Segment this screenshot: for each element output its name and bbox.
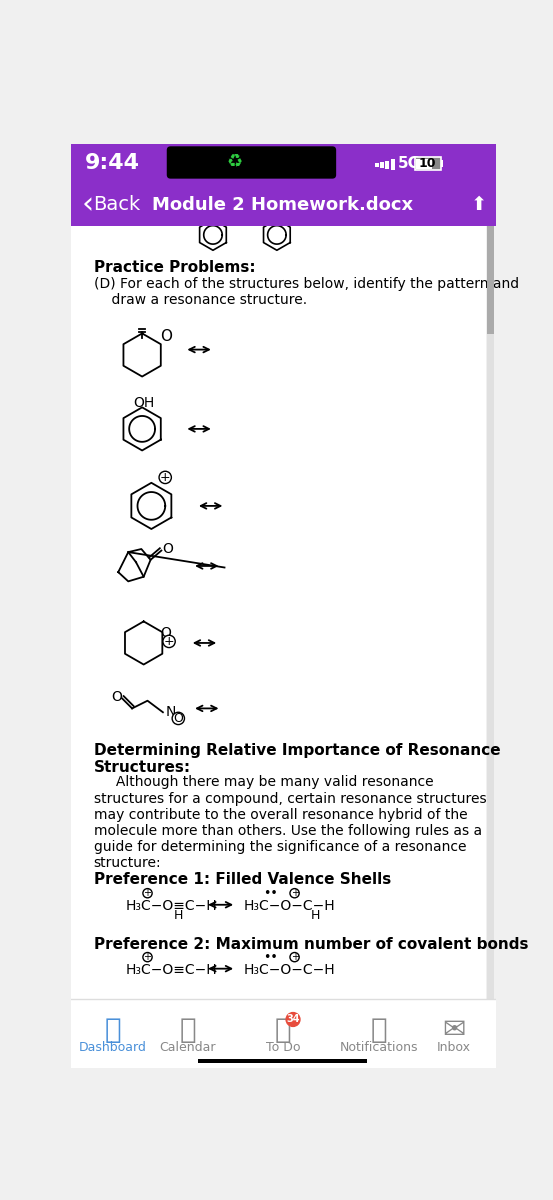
- Circle shape: [290, 888, 299, 898]
- Text: Notifications: Notifications: [339, 1042, 418, 1054]
- Bar: [416, 158, 432, 169]
- Text: Back: Back: [93, 196, 141, 215]
- Text: OH: OH: [133, 396, 154, 410]
- Text: +: +: [144, 952, 152, 962]
- Bar: [71, 144, 497, 182]
- Text: 10: 10: [419, 157, 436, 169]
- Text: ✉: ✉: [442, 1016, 466, 1044]
- Bar: [71, 227, 486, 998]
- Circle shape: [286, 1013, 300, 1026]
- Text: O: O: [162, 542, 173, 556]
- Text: Inbox: Inbox: [437, 1042, 471, 1054]
- Bar: [441, 160, 443, 167]
- Text: +: +: [144, 888, 152, 899]
- Bar: [375, 163, 378, 167]
- Circle shape: [172, 713, 185, 725]
- Text: N: N: [165, 706, 176, 719]
- Text: 🔔: 🔔: [370, 1016, 387, 1044]
- Text: 5G: 5G: [398, 156, 421, 170]
- Text: Determining Relative Importance of Resonance
Structures:: Determining Relative Importance of Reson…: [93, 743, 500, 775]
- Text: O: O: [174, 712, 183, 725]
- Text: ••: ••: [263, 887, 278, 900]
- Text: Although there may be many valid resonance
structures for a compound, certain re: Although there may be many valid resonan…: [93, 775, 486, 870]
- Text: 📋: 📋: [275, 1016, 291, 1044]
- Text: 34: 34: [286, 1014, 300, 1025]
- FancyBboxPatch shape: [167, 146, 336, 179]
- Text: ♻: ♻: [227, 155, 243, 173]
- Text: O: O: [160, 626, 171, 640]
- Circle shape: [290, 953, 299, 961]
- Text: Preference 2: Maximum number of covalent bonds: Preference 2: Maximum number of covalent…: [93, 937, 528, 952]
- Bar: [71, 998, 497, 1068]
- Bar: [487, 227, 494, 334]
- Text: (D) For each of the structures below, identify the pattern and
    draw a resona: (D) For each of the structures below, id…: [93, 277, 519, 307]
- Bar: [71, 182, 497, 227]
- Text: H₃C−O−C−H: H₃C−O−C−H: [244, 899, 335, 912]
- Text: H: H: [311, 910, 320, 923]
- Text: ••: ••: [263, 950, 278, 964]
- Bar: [197, 1058, 367, 1063]
- Text: Module 2 Homework.docx: Module 2 Homework.docx: [153, 196, 414, 214]
- Text: H: H: [174, 910, 183, 923]
- Text: +: +: [160, 470, 170, 484]
- Text: ⬆: ⬆: [471, 196, 487, 215]
- Text: H₃C−O−C−H: H₃C−O−C−H: [244, 962, 335, 977]
- Text: H₃C−O≡C−H: H₃C−O≡C−H: [126, 962, 217, 977]
- Text: To Do: To Do: [266, 1042, 300, 1054]
- Text: 📅: 📅: [179, 1016, 196, 1044]
- Text: ‹: ‹: [82, 191, 95, 220]
- Bar: [385, 161, 389, 169]
- Text: Practice Problems:: Practice Problems:: [93, 259, 255, 275]
- Text: 🏎: 🏎: [105, 1016, 121, 1044]
- Text: +: +: [290, 952, 299, 962]
- Circle shape: [143, 888, 152, 898]
- Text: O: O: [160, 329, 173, 344]
- Text: +: +: [290, 888, 299, 899]
- Text: Preference 1: Filled Valence Shells: Preference 1: Filled Valence Shells: [93, 871, 391, 887]
- Text: Calendar: Calendar: [159, 1042, 216, 1054]
- Text: O: O: [111, 690, 122, 704]
- Circle shape: [143, 953, 152, 961]
- Circle shape: [163, 635, 175, 648]
- Bar: [487, 227, 494, 998]
- Bar: [380, 162, 384, 168]
- Circle shape: [159, 472, 171, 484]
- Text: 9:44: 9:44: [85, 154, 140, 173]
- Text: H₃C−O≡C−H: H₃C−O≡C−H: [126, 899, 217, 912]
- Bar: [415, 157, 441, 170]
- Text: +: +: [164, 635, 174, 648]
- Text: Dashboard: Dashboard: [79, 1042, 147, 1054]
- Bar: [415, 157, 441, 170]
- Bar: [391, 160, 395, 170]
